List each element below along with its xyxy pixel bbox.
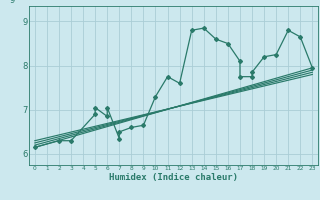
Text: 9: 9	[9, 0, 15, 5]
X-axis label: Humidex (Indice chaleur): Humidex (Indice chaleur)	[109, 173, 238, 182]
